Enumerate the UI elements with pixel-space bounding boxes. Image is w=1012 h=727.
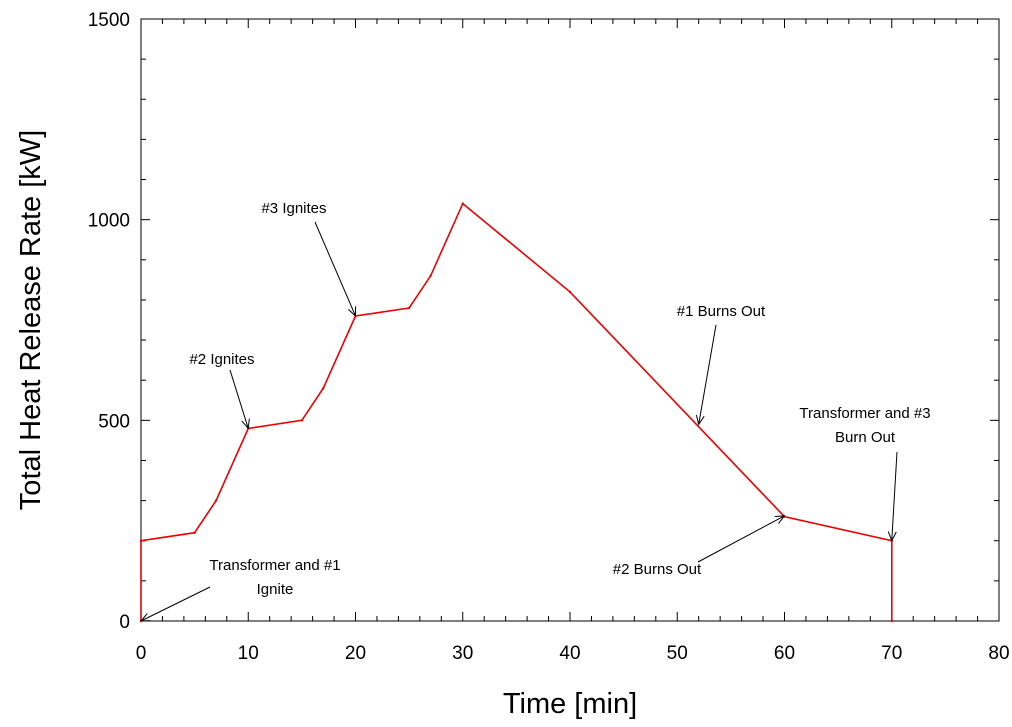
annotation-text: Burn Out [835,429,896,446]
x-tick-label: 70 [881,643,902,664]
data-point [214,499,218,502]
y-axis-title: Total Heat Release Rate [kW] [15,130,47,510]
y-tick-label: 1000 [88,211,130,232]
data-point [429,274,432,278]
x-axis-title: Time [min] [503,688,637,720]
annotation-arrow [892,451,898,541]
annotation-text: Ignite [257,581,294,598]
annotations: Transformer and #1 Ignite #2 Ignites #3 … [141,200,931,621]
annotation-2-burns-out: #2 Burns Out [613,516,785,578]
data-point [461,202,464,205]
annotation-transformer-and-1-ignite: Transformer and #1 Ignite [141,557,341,621]
annotation-arrow [697,516,785,563]
x-tick-label: 60 [774,643,795,664]
y-tick-label: 0 [119,612,130,633]
x-tick-label: 30 [452,643,473,664]
annotation-text: Transformer and #3 [799,405,930,422]
annotation-1-burns-out: #1 Burns Out [677,303,766,424]
x-tick-label: 0 [136,643,147,664]
annotation-arrow [699,324,717,424]
annotation-2-ignites: #2 Ignites [189,351,255,428]
x-tick-label: 20 [345,643,366,664]
minor-ticks [141,19,999,621]
annotation-text: Transformer and #1 [209,557,340,574]
y-tick-labels: 0 500 1000 1500 [88,10,130,633]
x-tick-labels: 0 10 20 30 40 50 60 70 80 [136,643,1010,664]
y-tick-label: 500 [98,411,130,432]
annotation-arrow [229,369,248,428]
major-ticks [140,18,1000,622]
data-point [568,290,572,294]
data-point [193,531,196,534]
plot-frame [140,18,1000,622]
annotation-arrow [314,221,356,316]
annotation-text: #3 Ignites [261,200,326,217]
annotation-transformer-and-3-burn-out: Transformer and #3 Burn Out [799,405,931,541]
data-point [322,387,325,390]
data-point [139,539,143,542]
annotation-text: #1 Burns Out [677,303,766,320]
annotation-3-ignites: #3 Ignites [261,200,355,316]
annotation-text: #2 Ignites [189,351,254,368]
x-tick-label: 50 [667,643,688,664]
y-tick-label: 1500 [88,10,130,31]
x-tick-label: 10 [238,643,259,664]
x-tick-label: 80 [988,643,1009,664]
annotation-arrow [141,586,211,621]
x-tick-label: 40 [559,643,580,664]
data-point [407,306,411,310]
annotation-text: #2 Burns Out [613,561,702,578]
data-point [300,419,304,422]
data-point [890,619,893,623]
